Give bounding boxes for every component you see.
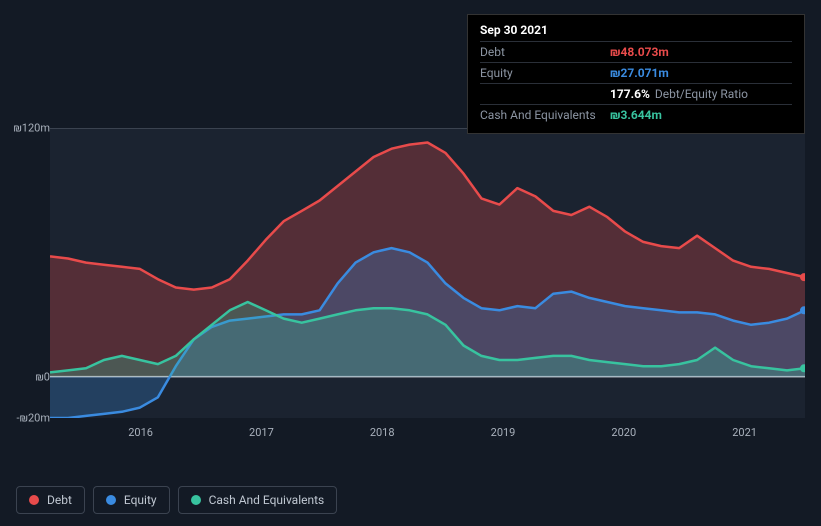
x-tick-label: 2016 xyxy=(128,426,153,439)
x-tick-label: 2018 xyxy=(370,426,395,439)
x-tick-label: 2019 xyxy=(491,426,516,439)
tooltip-date: Sep 30 2021 xyxy=(480,23,792,41)
legend-label: Debt xyxy=(47,493,72,507)
chart-legend: Debt Equity Cash And Equivalents xyxy=(16,486,337,514)
legend-item-equity[interactable]: Equity xyxy=(93,486,170,514)
legend-label: Equity xyxy=(124,493,157,507)
tooltip-row-label: Equity xyxy=(480,63,610,84)
x-tick-label: 2021 xyxy=(732,426,757,439)
x-axis-labels: 2016 2017 2018 2019 2020 2021 xyxy=(50,426,805,446)
tooltip-row-label: Cash And Equivalents xyxy=(480,105,610,126)
legend-item-cash-and-equivalents[interactable]: Cash And Equivalents xyxy=(178,486,338,514)
tooltip-row-label xyxy=(480,84,610,105)
tooltip-row-value: ₪3.644m xyxy=(610,105,792,126)
x-tick-label: 2020 xyxy=(611,426,636,439)
chart-tooltip: Sep 30 2021 Debt₪48.073mEquity₪27.071m17… xyxy=(467,14,805,134)
y-tick-label: ₪0 xyxy=(35,370,50,383)
y-tick-label: -₪20m xyxy=(16,412,50,425)
legend-item-debt[interactable]: Debt xyxy=(16,486,85,514)
tooltip-row-value: ₪27.071m xyxy=(610,63,792,84)
legend-dot-icon xyxy=(106,495,116,505)
plot-area[interactable] xyxy=(50,128,805,418)
legend-dot-icon xyxy=(29,495,39,505)
legend-dot-icon xyxy=(191,495,201,505)
y-tick-label: ₪120m xyxy=(13,122,50,135)
tooltip-table: Debt₪48.073mEquity₪27.071m177.6% Debt/Eq… xyxy=(480,41,792,125)
legend-label: Cash And Equivalents xyxy=(209,493,325,507)
tooltip-row-value: 177.6% Debt/Equity Ratio xyxy=(610,84,792,105)
tooltip-row-extra: Debt/Equity Ratio xyxy=(652,87,748,101)
tooltip-row-label: Debt xyxy=(480,42,610,63)
balance-chart: ₪120m ₪0 -₪20m 2016 2017 2018 2019 2020 2021 xyxy=(16,122,805,462)
x-tick-label: 2017 xyxy=(249,426,274,439)
tooltip-row-value: ₪48.073m xyxy=(610,42,792,63)
